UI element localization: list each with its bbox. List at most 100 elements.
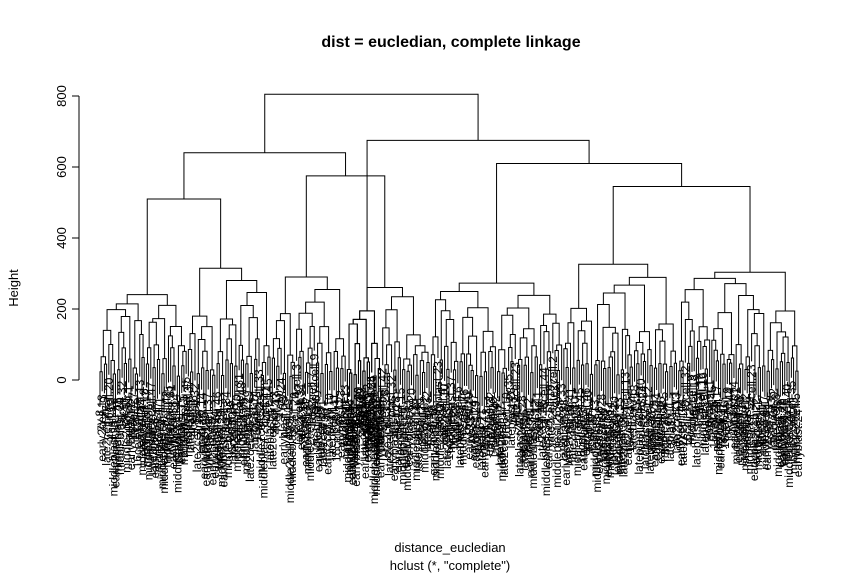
dendrogram-link [744,368,748,394]
dendrogram-link [275,320,285,374]
dendrogram-link [684,318,693,363]
dendrogram-link [249,372,253,419]
leaf-label: 8cell.44 [537,367,551,409]
leaf-label: early2cell.31 [294,382,308,450]
dendrogram-link [634,350,639,382]
leaf-label: 4cell.28 [378,389,392,431]
dendrogram-link [102,329,112,357]
dendrogram-link [496,162,683,284]
leaf-label: zy.10 [323,393,337,421]
dendrogram-link [134,320,142,368]
dendrogram-link [305,175,386,288]
leaf-label: early2cell.10 [462,392,476,460]
leaf-label: 16cell.46 [533,401,547,449]
leaf-label: 8cell.20 [287,392,301,434]
leaf-label: 16cell.26 [575,415,589,463]
leaf-label: lateblast.12 [767,388,781,450]
leaf-label: lateblast.17 [493,404,507,466]
leaf-label: lateblast.16 [517,409,531,471]
dendrogram-link [333,351,338,391]
dendrogram-link [625,335,631,369]
leaf-label: late2cell.32 [420,391,434,452]
leaf-label: middle2cell.1 [751,400,765,470]
leaf-label: middle2cell.5 [789,393,803,463]
dendrogram-link [191,315,208,334]
dendrogram-link [177,345,185,377]
leaf-label: 16cell.30 [226,412,240,460]
dendrogram-link [156,358,161,399]
dendrogram-link [775,310,796,346]
dendrogram-link [589,373,594,410]
leaf-label: earlyblast.31 [402,398,416,466]
leaf-label: zy.9 [97,396,111,417]
dendrogram-link [309,326,315,351]
leaf-label: 16cell.10 [499,392,513,440]
leaf-label: early2cell.17 [709,384,723,452]
leaf-label: earlyblast.4 [217,426,231,488]
leaf-label: earlyblast.33 [276,396,290,464]
dendrogram-link [517,294,551,315]
leaf-label: middle2cell.36 [142,403,156,480]
dendrogram-link [524,356,530,395]
leaf-label: middle2cell.48 [303,404,317,481]
leaf-label: zy.1 [667,390,681,411]
dendrogram-link [324,363,329,406]
leaf-label: 16cell.20 [102,377,116,425]
leaf-label: lateblast.10 [581,390,595,452]
leaf-label: early2cell.44 [312,404,326,472]
leaf-label: 4cell.13 [268,391,282,433]
dendrogram-link [103,363,108,402]
leaf-label: late2cell.12 [641,386,655,447]
dendrogram-link [688,345,693,372]
leaf-label: middleblast.37 [181,379,195,457]
leaf-label: middle2cell.1 [400,420,414,490]
leaf-label: lateblast.31 [605,403,619,465]
leaf-label: earlyblast.9 [374,416,388,478]
dendrogram-link [385,309,398,342]
leaf-label: zy.22 [471,425,485,453]
leaf-label: early2cell.6 [148,417,162,478]
dendrogram-link [386,372,390,419]
leaf-label: early2cell.47 [466,393,480,461]
leaf-label: middleblast.20 [113,397,127,475]
y-tick-label: 800 [54,85,69,107]
dendrogram-link [530,372,534,415]
dendrogram-link [603,367,607,405]
dendrogram-link [319,326,330,353]
leaf-label: 4cell.2 [279,403,293,438]
leaf-label: middle2cell.44 [343,399,357,476]
leaf-label: 4cell.12 [528,400,542,442]
dendrogram-link [602,326,616,362]
leaf-label: earlyblast.15 [175,396,189,464]
leaf-label: late2cell.32 [292,384,306,445]
leaf-label: early2cell.22 [749,398,763,466]
leaf-label: zy.10 [117,398,131,426]
leaf-label: earlyblast.1 [703,380,717,442]
leaf-label: early2cell.20 [108,420,122,488]
leaf-label: 16cell.27 [126,392,140,440]
dendrogram-link [610,351,616,394]
leaf-label: middle2cell.37 [599,407,613,484]
dendrogram-link [394,341,400,371]
leaf-label: late2cell.3 [769,393,783,447]
leaf-label: 16cell.46 [718,401,732,449]
dendrogram-link [440,291,479,308]
leaf-label: middleblast.28 [771,399,785,477]
dendrogram-link [341,355,346,382]
dendrogram-link [786,361,790,408]
leaf-label: 16cell.28 [446,403,460,451]
leaf-label: early2cell.1 [541,408,555,469]
leaf-label: 16cell.46 [652,400,666,448]
leaf-label: 4cell.29 [413,398,427,440]
dendrogram-link [234,365,238,401]
leaf-label: 16cell.41 [460,389,474,437]
dendrogram-link [543,331,550,365]
dendrogram-link [115,303,139,321]
leaf-label: middleblast.22 [239,397,253,475]
leaf-label: 4cell.42 [376,368,390,410]
leaf-label: 4cell.43 [270,393,284,435]
leaf-label: earlyblast.38 [601,409,615,477]
leaf-label: 4cell.28 [407,398,421,440]
leaf-label: 8cell.45 [705,385,719,427]
leaf-label: 4cell.37 [583,412,597,454]
